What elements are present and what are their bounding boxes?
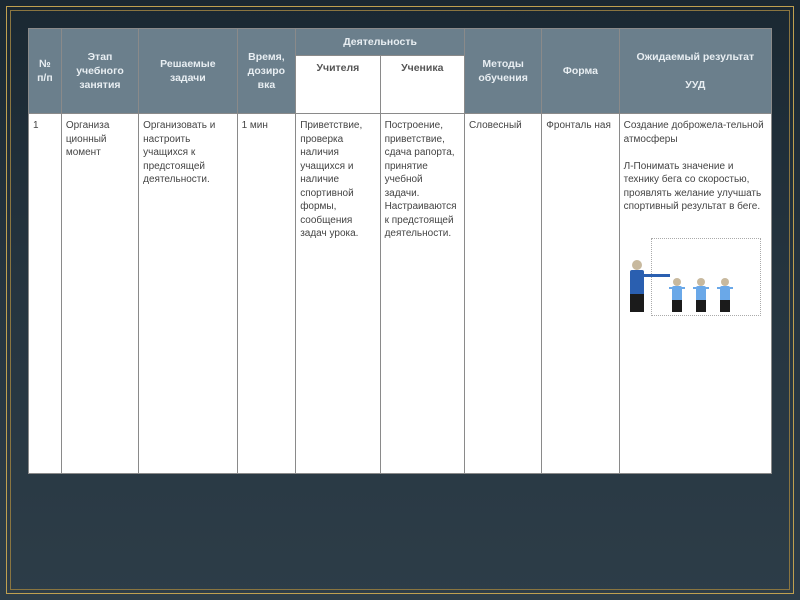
- cell-time: 1 мин: [237, 114, 296, 474]
- result-p1: Создание доброжела-тельной атмосферы: [624, 120, 764, 145]
- teacher-students-illustration: [624, 228, 767, 318]
- student-figure-icon: [720, 278, 730, 312]
- teacher-figure-icon: [630, 260, 644, 312]
- cell-form: Фронталь ная: [542, 114, 619, 474]
- header-form: Форма: [542, 29, 619, 114]
- header-time: Время, дозиро вка: [237, 29, 296, 114]
- header-row-1: № п/п Этап учебного занятия Решаемые зад…: [29, 29, 772, 56]
- cell-stage: Организа ционный момент: [61, 114, 138, 474]
- header-result-l1: Ожидаемый результат: [637, 51, 755, 63]
- header-tasks: Решаемые задачи: [139, 29, 237, 114]
- cell-methods: Словесный: [464, 114, 541, 474]
- subheader-teacher: Учителя: [296, 56, 380, 114]
- header-result: Ожидаемый результат УУД: [619, 29, 771, 114]
- result-p2: Л-Понимать значение и технику бега со ск…: [624, 161, 762, 213]
- header-stage: Этап учебного занятия: [61, 29, 138, 114]
- cell-student-activity: Построение, приветствие, сдача рапорта, …: [380, 114, 464, 474]
- table: № п/п Этап учебного занятия Решаемые зад…: [28, 28, 772, 474]
- lesson-plan-table: № п/п Этап учебного занятия Решаемые зад…: [28, 28, 772, 474]
- cell-result: Создание доброжела-тельной атмосферы Л-П…: [619, 114, 771, 474]
- student-figure-icon: [672, 278, 682, 312]
- header-result-l2: УУД: [685, 79, 705, 91]
- subheader-student: Ученика: [380, 56, 464, 114]
- cell-tasks: Организовать и настроить учащихся к пред…: [139, 114, 237, 474]
- cell-num: 1: [29, 114, 62, 474]
- header-activity: Деятельность: [296, 29, 465, 56]
- cell-teacher-activity: Приветствие, проверка наличия учащихся и…: [296, 114, 380, 474]
- data-row-1: 1 Организа ционный момент Организовать и…: [29, 114, 772, 474]
- header-num: № п/п: [29, 29, 62, 114]
- student-figure-icon: [696, 278, 706, 312]
- header-methods: Методы обучения: [464, 29, 541, 114]
